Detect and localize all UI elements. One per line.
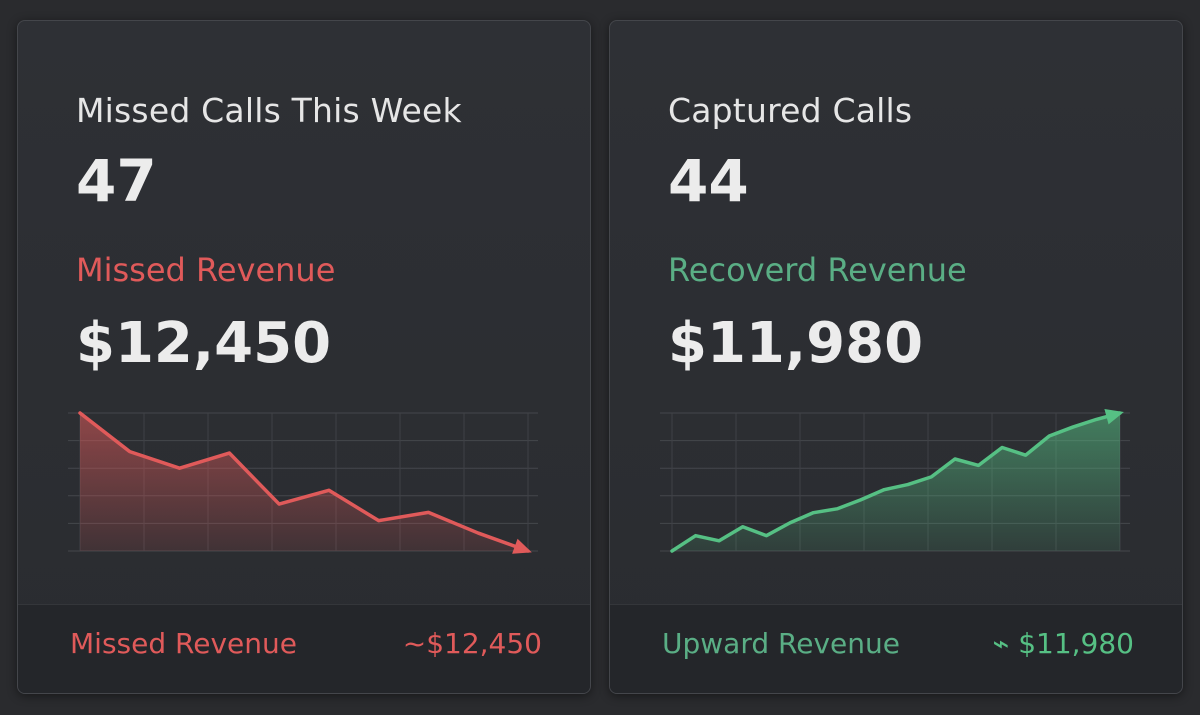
- captured-calls-card: Captured Calls 44 Recoverd Revenue $11,9…: [609, 20, 1183, 694]
- recovered-revenue-label: Recoverd Revenue: [668, 251, 967, 289]
- trend-arrow-icon: [512, 538, 532, 554]
- missed-calls-card: Missed Calls This Week 47 Missed Revenue…: [17, 20, 591, 694]
- recovered-revenue-chart: [660, 408, 1130, 553]
- series-area: [672, 413, 1120, 551]
- recovered-revenue-value: $11,980: [668, 311, 924, 376]
- missed-calls-count: 47: [76, 147, 157, 215]
- trend-arrow-icon: [1104, 408, 1124, 425]
- missed-revenue-chart: [68, 411, 538, 554]
- card-title: Captured Calls: [668, 91, 913, 130]
- card-title: Missed Calls This Week: [76, 91, 462, 130]
- series-line: [78, 411, 530, 553]
- card-footer: Upward Revenue ⌁ $11,980: [610, 604, 1182, 693]
- series-area: [80, 413, 528, 551]
- footer-label: Missed Revenue: [70, 627, 297, 660]
- missed-revenue-label: Missed Revenue: [76, 251, 336, 289]
- series-line: [670, 411, 1122, 553]
- card-footer: Missed Revenue ~$12,450: [18, 604, 590, 693]
- footer-label: Upward Revenue: [662, 627, 900, 660]
- footer-value: ~$12,450: [402, 627, 542, 660]
- footer-value: ⌁ $11,980: [992, 627, 1134, 660]
- captured-calls-count: 44: [668, 147, 749, 215]
- missed-revenue-value: $12,450: [76, 311, 332, 376]
